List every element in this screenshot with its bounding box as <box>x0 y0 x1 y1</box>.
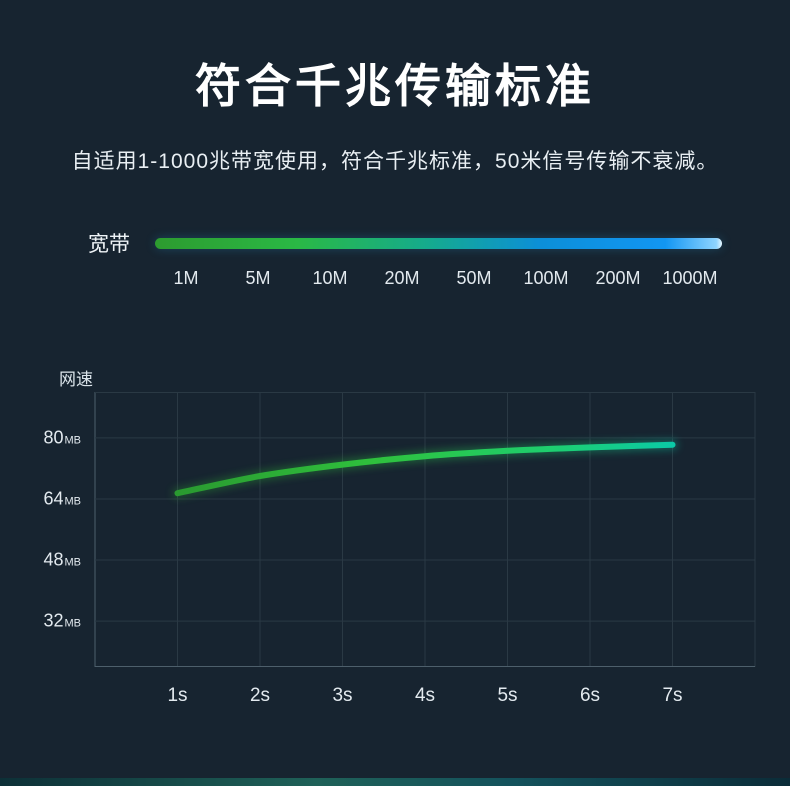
speed-curve <box>174 441 676 497</box>
y-axis-tick-labels: 80MB 64MB 48MB 32MB <box>9 392 89 667</box>
page-title: 符合千兆传输标准 <box>195 60 595 112</box>
bandwidth-tick-label: 5M <box>245 268 271 288</box>
y-tick-value: 32 <box>43 610 64 631</box>
bandwidth-gradient-bar <box>155 238 722 249</box>
y-tick-value: 48 <box>43 549 64 570</box>
y-tick-unit: MB <box>64 617 82 630</box>
y-tick-unit: MB <box>64 434 82 447</box>
footer-gradient-strip <box>0 778 790 786</box>
y-tick-label: 48MB <box>43 550 81 571</box>
x-tick-label: 3s <box>332 685 353 706</box>
x-axis-tick-labels: 1s 2s 3s 4s 5s 6s 7s <box>95 685 755 711</box>
y-tick-label: 64MB <box>43 488 81 509</box>
bandwidth-tick-label: 100M <box>523 268 569 288</box>
y-tick-unit: MB <box>64 556 82 569</box>
bandwidth-tick-label: 1000M <box>662 268 718 288</box>
x-tick-label: 1s <box>167 685 188 706</box>
speed-line-chart: 网速 80MB 64MB 48MB 32MB 1s 2s 3s 4s 5s 6s 7s <box>43 370 756 706</box>
bandwidth-tick-row: 1M 5M 10M 20M 50M 100M 200M 1000M <box>150 268 726 289</box>
y-tick-unit: MB <box>64 495 82 508</box>
chart-plot-area <box>94 392 756 667</box>
y-tick-label: 80MB <box>43 427 81 448</box>
bandwidth-tick-label: 10M <box>312 268 348 288</box>
y-tick-value: 64 <box>43 488 64 509</box>
x-tick-label: 2s <box>249 685 271 706</box>
x-tick-label: 7s <box>662 685 683 706</box>
x-tick-label: 6s <box>579 685 601 706</box>
bandwidth-tick-label: 20M <box>384 268 420 288</box>
bandwidth-tick-label: 1M <box>173 268 199 288</box>
x-tick-label: 5s <box>497 685 518 706</box>
page-subtitle: 自适用1-1000兆带宽使用，符合千兆标准，50米信号传输不衰减。 <box>71 150 719 173</box>
bandwidth-label: 宽带 <box>88 233 130 256</box>
x-tick-label: 4s <box>414 685 436 706</box>
bandwidth-tick-label: 200M <box>595 268 641 288</box>
y-tick-label: 32MB <box>43 611 81 632</box>
bandwidth-tick-label: 50M <box>456 268 492 288</box>
y-axis-title: 网速 <box>59 370 93 389</box>
y-tick-value: 80 <box>43 427 64 448</box>
